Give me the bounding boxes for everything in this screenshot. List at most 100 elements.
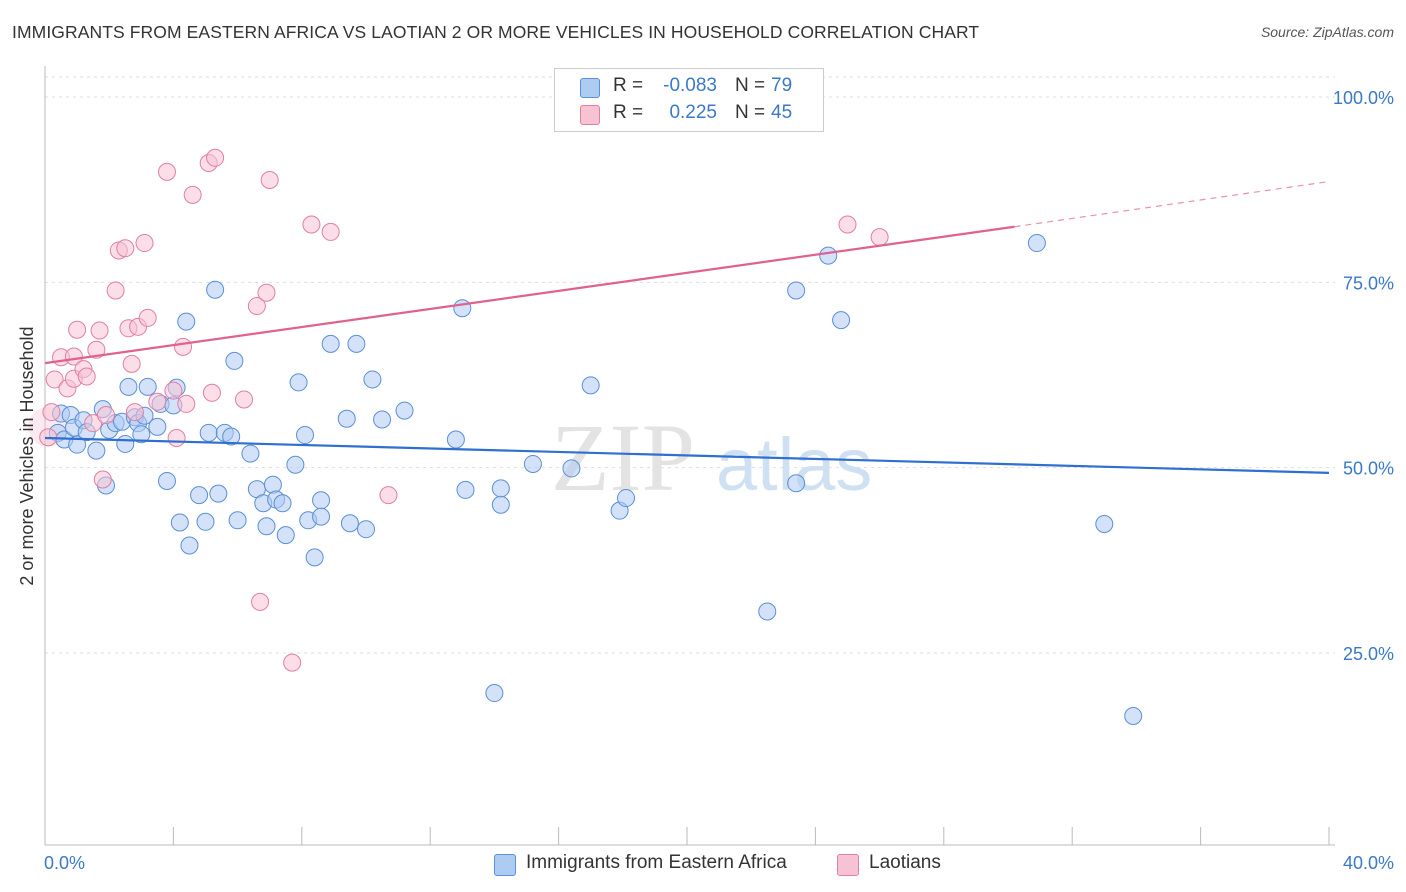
data-point-eastern-africa — [119, 377, 138, 396]
legend-r-label: R = — [613, 102, 644, 123]
data-point-eastern-africa — [170, 513, 189, 532]
data-point-eastern-africa — [177, 312, 196, 331]
data-point-eastern-africa — [485, 684, 504, 703]
data-point-laotians — [148, 392, 167, 411]
data-point-eastern-africa — [456, 480, 475, 499]
data-point-eastern-africa — [373, 410, 392, 429]
legend-r-value: -0.083 — [663, 75, 717, 96]
data-point-laotians — [135, 234, 154, 253]
trend-line-laotians — [44, 225, 1015, 365]
data-point-eastern-africa — [199, 423, 218, 442]
data-point-eastern-africa — [832, 311, 851, 330]
data-point-laotians — [257, 283, 276, 302]
data-point-eastern-africa — [209, 484, 228, 503]
data-point-laotians — [283, 653, 302, 672]
legend-r-label: R = — [613, 75, 644, 96]
data-point-eastern-africa — [446, 430, 465, 449]
y-axis-label: 2 or more Vehicles in Household — [17, 326, 37, 585]
y-tick-label: 50.0% — [1343, 459, 1394, 479]
chart-title: IMMIGRANTS FROM EASTERN AFRICA VS LAOTIA… — [12, 22, 980, 42]
data-point-laotians — [45, 370, 64, 389]
legend-n-label: N = — [735, 102, 766, 123]
data-point-eastern-africa — [157, 472, 176, 491]
data-point-eastern-africa — [286, 455, 305, 474]
legend-n-value: 45 — [771, 102, 793, 123]
data-point-eastern-africa — [617, 489, 636, 508]
data-point-laotians — [321, 222, 340, 241]
data-point-eastern-africa — [491, 495, 510, 514]
data-point-eastern-africa — [241, 444, 260, 463]
data-point-eastern-africa — [263, 475, 282, 494]
data-point-eastern-africa — [787, 474, 806, 493]
legend-n-value: 79 — [771, 75, 793, 96]
data-point-eastern-africa — [562, 459, 581, 478]
data-point-laotians — [90, 321, 109, 340]
data-point-eastern-africa — [296, 426, 315, 445]
data-point-eastern-africa — [190, 486, 209, 505]
data-point-laotians — [157, 162, 176, 181]
data-point-laotians — [106, 281, 125, 300]
y-tick-label: 25.0% — [1343, 644, 1394, 664]
legend-swatch-laotians — [580, 105, 600, 125]
data-point-eastern-africa — [787, 281, 806, 300]
series-legend: Immigrants from Eastern Africa Laotians — [0, 851, 1406, 879]
legend-swatch-eastern-africa — [580, 78, 600, 98]
series-label: Immigrants from Eastern Africa — [526, 852, 787, 873]
series-label: Laotians — [869, 852, 941, 873]
data-point-eastern-africa — [1095, 515, 1114, 534]
data-point-eastern-africa — [453, 299, 472, 318]
x-tick-label-max: 40.0% — [1343, 853, 1394, 873]
data-point-eastern-africa — [289, 373, 308, 392]
data-point-eastern-africa — [1124, 707, 1143, 726]
trend-line-laotians-extension — [1014, 180, 1330, 228]
data-point-eastern-africa — [68, 435, 87, 454]
data-point-eastern-africa — [132, 425, 151, 444]
data-point-eastern-africa — [312, 507, 331, 526]
data-point-laotians — [235, 390, 254, 409]
data-point-eastern-africa — [257, 517, 276, 536]
data-point-eastern-africa — [180, 536, 199, 555]
data-point-eastern-africa — [116, 434, 135, 453]
data-point-eastern-africa — [321, 334, 340, 353]
legend-row-eastern-africa: R = -0.083 N = 79 — [555, 73, 823, 101]
data-point-eastern-africa — [206, 280, 225, 299]
data-point-eastern-africa — [523, 454, 542, 473]
data-point-eastern-africa — [273, 494, 292, 513]
data-point-eastern-africa — [347, 334, 366, 353]
data-point-eastern-africa — [138, 377, 157, 396]
data-point-laotians — [870, 228, 889, 247]
data-point-laotians — [260, 171, 279, 190]
data-point-laotians — [122, 354, 141, 373]
data-point-eastern-africa — [228, 511, 247, 530]
axes — [44, 66, 1335, 846]
data-point-laotians — [96, 406, 115, 425]
data-point-eastern-africa — [357, 520, 375, 539]
correlation-legend: R = -0.083 N = 79 R = 0.225 N = 45 — [554, 68, 824, 132]
source-credit: Source: ZipAtlas.com — [1260, 24, 1394, 40]
legend-r-value: 0.225 — [669, 102, 717, 123]
y-tick-label: 75.0% — [1343, 273, 1394, 293]
series-swatch-eastern-africa — [494, 854, 516, 876]
data-point-eastern-africa — [312, 491, 331, 510]
data-point-eastern-africa — [87, 441, 106, 460]
data-point-laotians — [116, 239, 135, 258]
data-point-laotians — [174, 337, 193, 356]
data-point-eastern-africa — [758, 602, 777, 621]
legend-row-laotians: R = 0.225 N = 45 — [555, 100, 823, 128]
data-point-eastern-africa — [340, 514, 359, 533]
data-point-laotians — [167, 429, 186, 448]
data-point-laotians — [84, 414, 103, 433]
data-point-laotians — [87, 340, 106, 359]
data-point-laotians — [206, 148, 225, 167]
data-point-laotians — [251, 592, 270, 611]
data-point-laotians — [125, 403, 144, 422]
watermark: ZIP atlas — [551, 404, 872, 511]
data-point-eastern-africa — [225, 351, 244, 370]
data-point-eastern-africa — [305, 548, 324, 567]
axis-labels: 2 or more Vehicles in Household 100.0% 75… — [17, 88, 1394, 873]
data-point-laotians — [68, 320, 87, 339]
data-point-laotians — [164, 381, 183, 400]
data-point-eastern-africa — [581, 376, 600, 395]
series-swatch-laotians — [837, 854, 859, 876]
